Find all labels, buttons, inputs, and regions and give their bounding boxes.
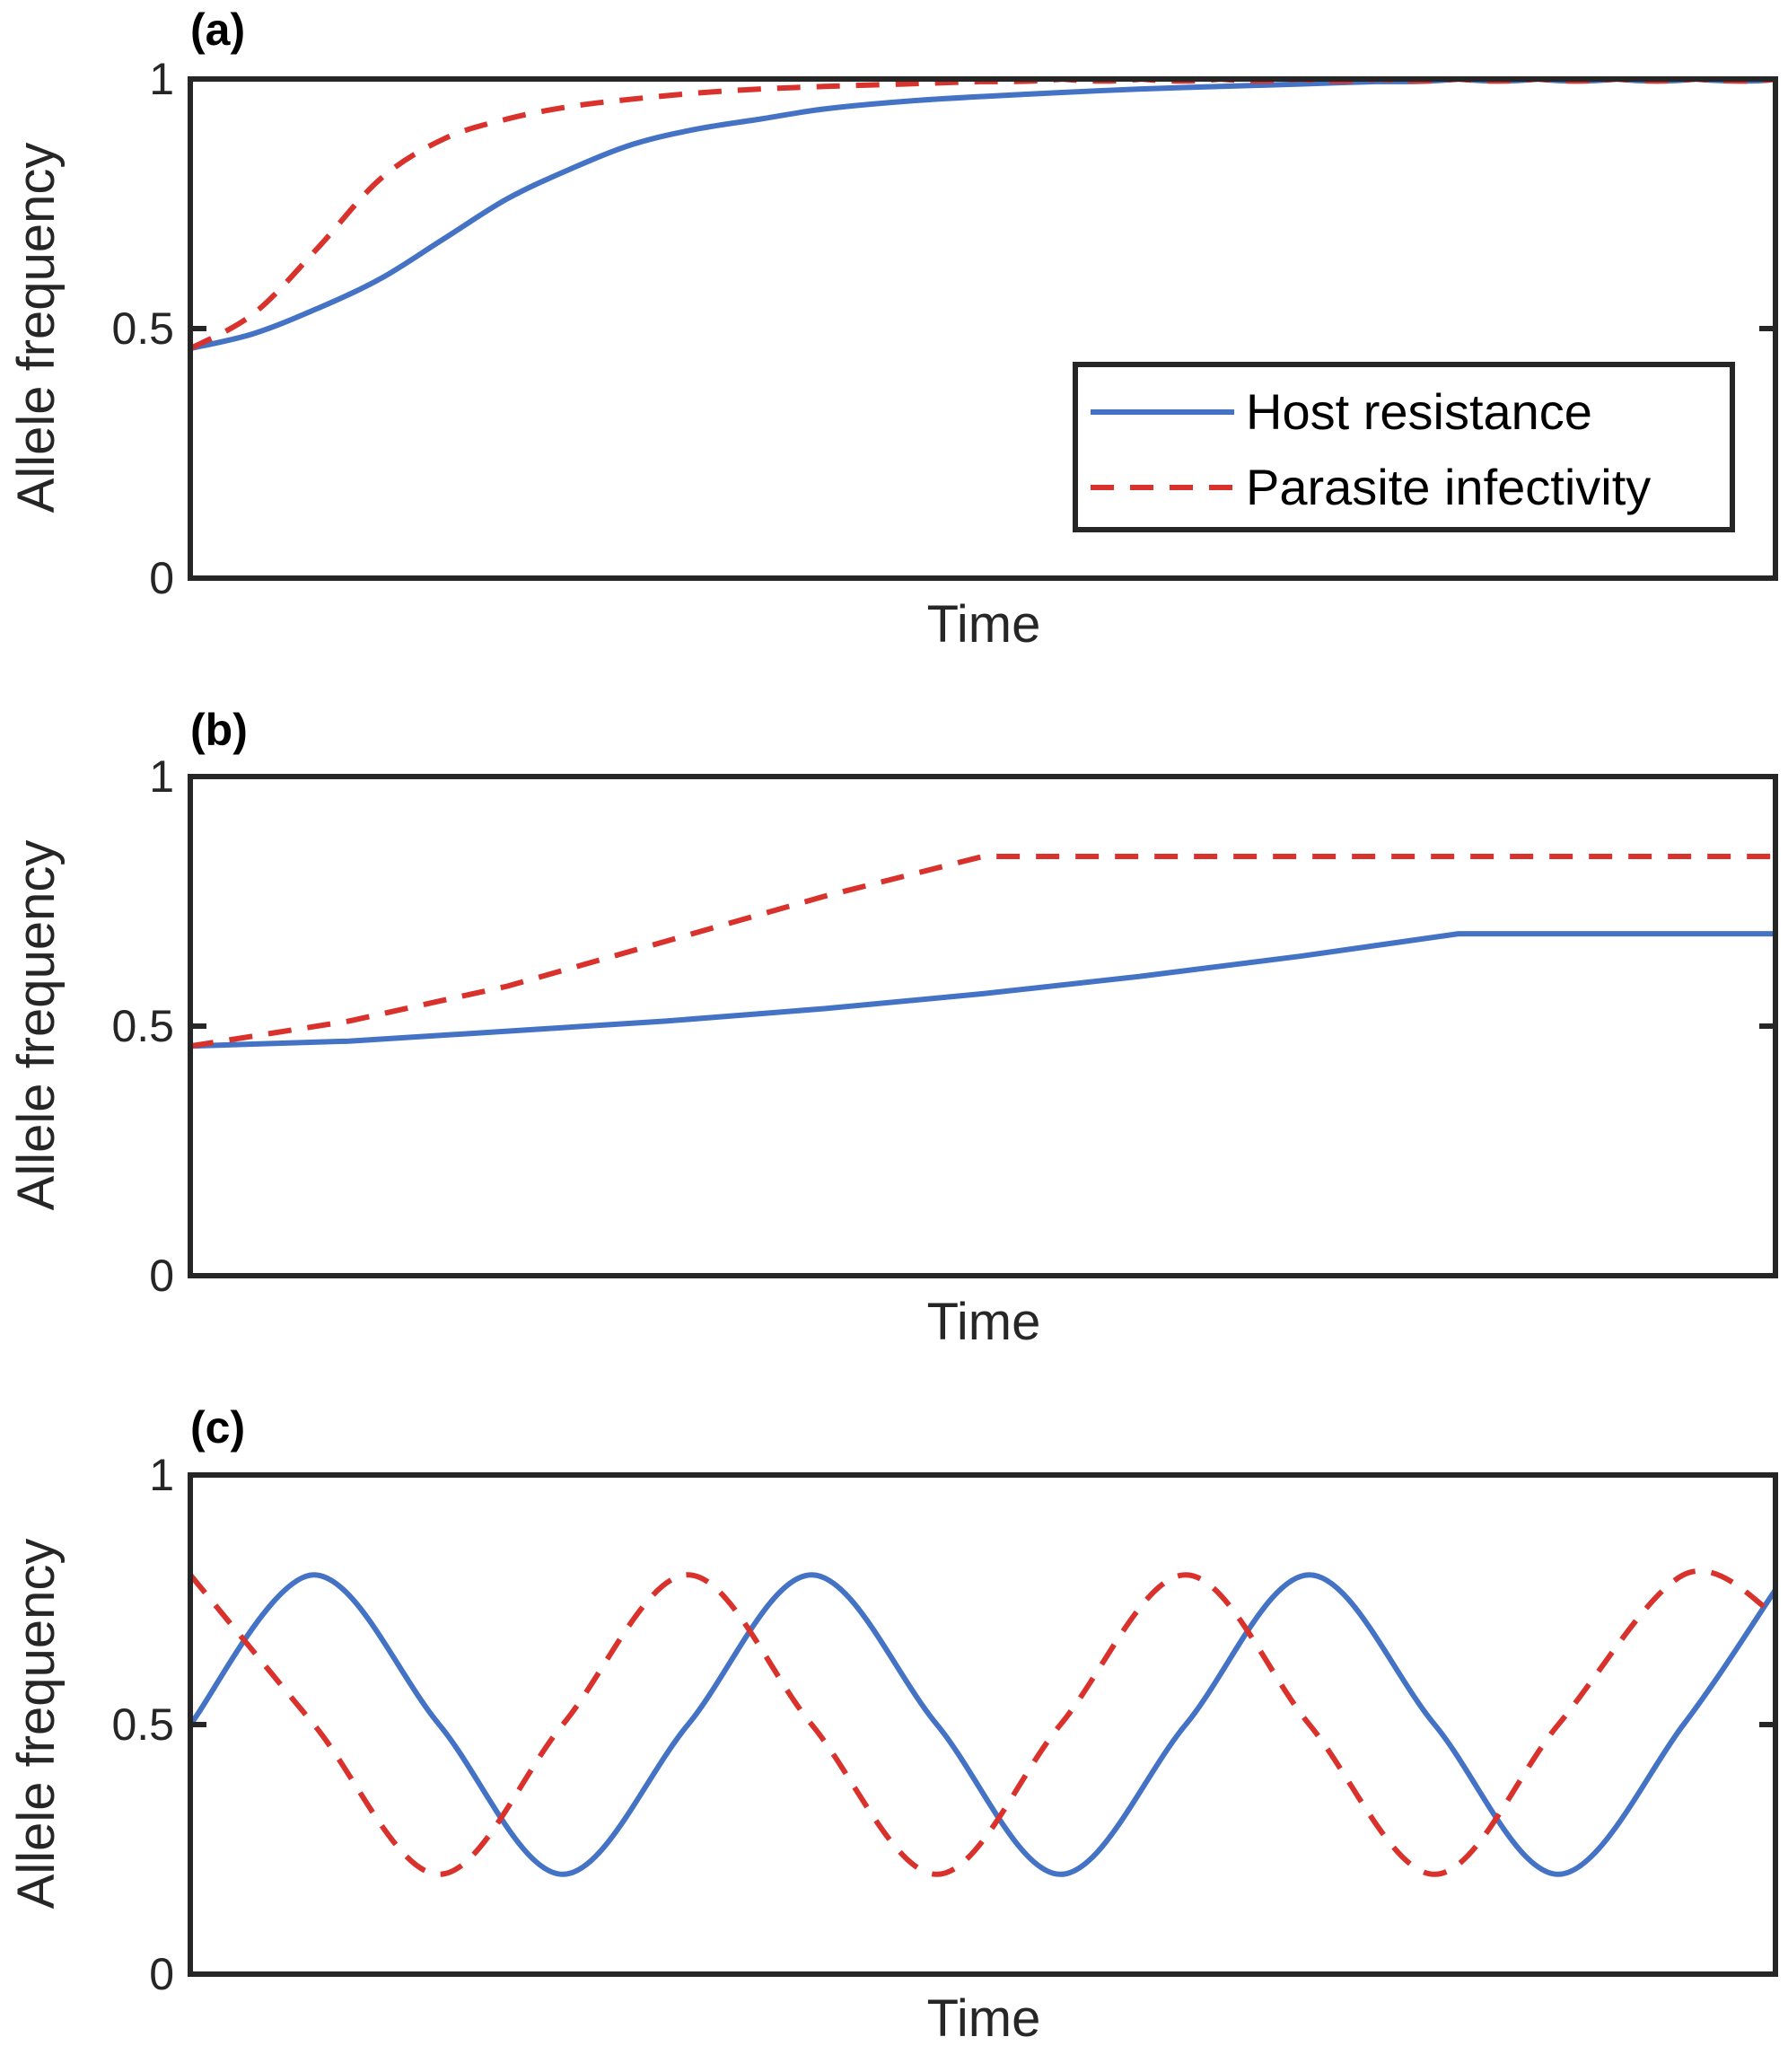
x-axis-label-b: Time bbox=[927, 1293, 1041, 1351]
y-tick-label-c-1: 0.5 bbox=[111, 1699, 174, 1750]
series-layer-b bbox=[189, 854, 1775, 1049]
y-tick-label-a-2: 1 bbox=[149, 54, 174, 104]
panel-label-b: (b) bbox=[190, 705, 248, 755]
panel-a: (a) Allele frequency Time 0 0.5 1 Host res… bbox=[7, 4, 1778, 654]
legend-label-host: Host resistance bbox=[1246, 383, 1592, 440]
x-axis-label-a: Time bbox=[927, 595, 1041, 654]
y-tick-label-b-0: 0 bbox=[149, 1251, 174, 1301]
series-line-parasite-infectivity-b bbox=[189, 854, 1775, 1049]
panel-label-a: (a) bbox=[190, 4, 245, 55]
y-tick-label-b-2: 1 bbox=[149, 751, 174, 802]
y-tick-label-a-1: 0.5 bbox=[111, 303, 174, 354]
series-line-host-resistance-b bbox=[189, 931, 1775, 1049]
y-axis-label-a: Allele frequency bbox=[7, 143, 66, 514]
series-layer-a bbox=[188, 76, 1776, 352]
y-tick-label-c-2: 1 bbox=[149, 1450, 174, 1500]
series-line-parasite-infectivity-a bbox=[188, 76, 1776, 351]
y-tick-label-a-0: 0 bbox=[149, 553, 174, 603]
panel-b: (b) Allele frequency Time 00.51 bbox=[7, 705, 1778, 1351]
legend-label-parasite: Parasite infectivity bbox=[1246, 459, 1651, 515]
y-tick-label-b-1: 0.5 bbox=[111, 1001, 174, 1051]
y-tick-label-c-0: 0 bbox=[149, 1949, 174, 1999]
series-line-host-resistance-a bbox=[189, 76, 1776, 352]
legend: Host resistance Parasite infectivity bbox=[1073, 362, 1735, 532]
panel-c: (c) Allele frequency Time 00.51 bbox=[7, 1402, 1778, 2048]
legend-box bbox=[1073, 362, 1735, 532]
y-axis-label-c: Allele frequency bbox=[7, 1539, 66, 1910]
series-layer-c bbox=[188, 1567, 1778, 1877]
x-axis-label-c: Time bbox=[927, 1989, 1041, 2048]
y-ticks-b: 00.51 bbox=[111, 751, 1775, 1301]
panel-label-c: (c) bbox=[190, 1402, 245, 1453]
series-line-parasite-infectivity-c bbox=[188, 1567, 1777, 1877]
plot-frame-b bbox=[188, 774, 1778, 1278]
plot-frame-a bbox=[188, 76, 1778, 581]
plot-frame-c bbox=[188, 1472, 1778, 1977]
y-ticks-c: 00.51 bbox=[111, 1450, 1775, 1999]
series-line-host-resistance-c bbox=[188, 1572, 1778, 1877]
y-axis-label-b: Allele frequency bbox=[7, 840, 66, 1211]
